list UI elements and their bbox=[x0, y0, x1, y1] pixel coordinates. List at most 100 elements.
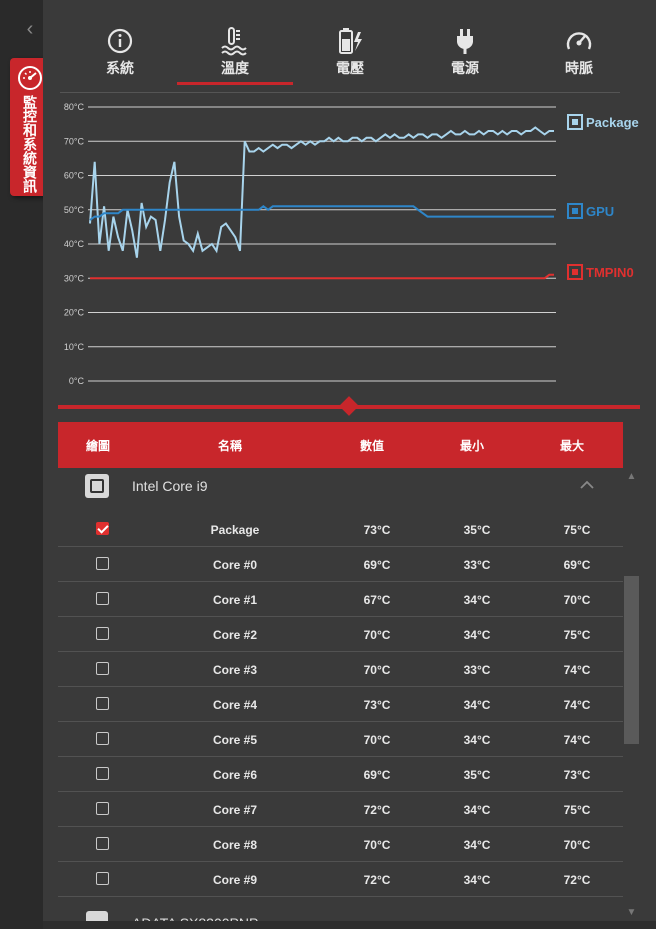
value-cell: 70°C bbox=[363, 663, 391, 677]
chart-y-ticks: 80°C 70°C 60°C 50°C 40°C 30°C 20°C 10°C 0°C bbox=[64, 102, 85, 386]
legend-swatch bbox=[567, 114, 583, 130]
y-tick-label: 40°C bbox=[64, 239, 85, 249]
sensor-name-cell: Core #5 bbox=[212, 733, 258, 747]
y-tick-label: 10°C bbox=[64, 342, 85, 352]
y-tick-label: 30°C bbox=[64, 273, 85, 283]
divider bbox=[60, 92, 620, 93]
table-row[interactable]: Core #1 67°C 34°C 70°C bbox=[58, 582, 623, 617]
min-cell: 34°C bbox=[463, 628, 491, 642]
max-cell: 72°C bbox=[563, 873, 591, 887]
y-tick-label: 20°C bbox=[64, 308, 85, 318]
max-cell: 75°C bbox=[563, 803, 591, 817]
speedometer-icon bbox=[566, 32, 592, 50]
tab-temperature[interactable]: 溫度 bbox=[175, 26, 295, 82]
column-header-plot[interactable]: 繪圖 bbox=[85, 439, 111, 453]
y-tick-label: 0°C bbox=[69, 376, 85, 386]
min-cell: 33°C bbox=[463, 558, 491, 572]
max-cell: 75°C bbox=[563, 523, 591, 537]
value-cell: 72°C bbox=[363, 873, 391, 887]
legend-label: Package bbox=[586, 115, 639, 130]
value-cell: 69°C bbox=[363, 558, 391, 572]
table-row[interactable]: Core #9 72°C 34°C 72°C bbox=[58, 862, 623, 897]
table-row[interactable]: Core #2 70°C 34°C 75°C bbox=[58, 617, 623, 652]
left-sidebar: ‹ 監控和系統資訊 bbox=[0, 0, 50, 929]
sensor-name-cell: Core #1 bbox=[212, 593, 258, 607]
plot-checkbox[interactable] bbox=[96, 732, 109, 745]
table-row[interactable]: Core #4 73°C 34°C 74°C bbox=[58, 687, 623, 722]
plot-checkbox[interactable] bbox=[96, 767, 109, 780]
plot-checkbox[interactable] bbox=[96, 697, 109, 710]
y-tick-label: 50°C bbox=[64, 205, 85, 215]
table-row[interactable]: Package 73°C 35°C 75°C bbox=[58, 512, 623, 547]
chevron-up-icon[interactable] bbox=[578, 476, 596, 494]
legend-swatch bbox=[567, 264, 583, 280]
gauge-icon bbox=[18, 66, 42, 90]
series-line-tmpin0 bbox=[90, 273, 554, 280]
min-cell: 34°C bbox=[463, 838, 491, 852]
sensor-name-cell: Core #4 bbox=[212, 698, 258, 712]
value-cell: 73°C bbox=[363, 523, 391, 537]
info-icon bbox=[107, 28, 133, 54]
legend-swatch bbox=[567, 203, 583, 219]
tab-clock[interactable]: 時脈 bbox=[519, 26, 639, 82]
chart-legend: Package GPU TMPIN0 bbox=[567, 114, 639, 280]
tab-power[interactable]: 電源 bbox=[405, 26, 525, 82]
scrollbar-thumb[interactable] bbox=[624, 576, 639, 744]
tab-label: 電源 bbox=[451, 60, 479, 76]
table-row[interactable]: Core #5 70°C 34°C 74°C bbox=[58, 722, 623, 757]
sensor-name-cell: Core #9 bbox=[212, 873, 258, 887]
battery-icon bbox=[339, 28, 362, 54]
column-header-max[interactable]: 最大 bbox=[559, 439, 585, 453]
plot-checkbox[interactable] bbox=[96, 872, 109, 885]
column-header-name[interactable]: 名稱 bbox=[217, 439, 243, 453]
legend-label: TMPIN0 bbox=[586, 265, 634, 280]
temperature-chart: 80°C 70°C 60°C 50°C 40°C 30°C 20°C 10°C 0°C Pack… bbox=[64, 102, 639, 386]
plot-checkbox[interactable] bbox=[96, 802, 109, 815]
chart-grid bbox=[88, 106, 556, 382]
min-cell: 33°C bbox=[463, 663, 491, 677]
column-header-min[interactable]: 最小 bbox=[459, 439, 485, 453]
plot-checkbox[interactable] bbox=[96, 557, 109, 570]
chevron-left-icon[interactable]: ‹ bbox=[26, 18, 34, 40]
y-tick-label: 70°C bbox=[64, 136, 85, 146]
table-header: 繪圖 名稱 數值 最小 最大 bbox=[58, 422, 623, 468]
min-cell: 34°C bbox=[463, 873, 491, 887]
tab-voltage[interactable]: 電壓 bbox=[290, 26, 410, 82]
table-scrollbar[interactable]: ▲ ▼ bbox=[623, 468, 640, 921]
sensor-group-row[interactable]: Intel Core i9 bbox=[58, 468, 623, 508]
table-row[interactable]: Core #3 70°C 33°C 74°C bbox=[58, 652, 623, 687]
min-cell: 35°C bbox=[463, 768, 491, 782]
table-row[interactable]: Core #0 69°C 33°C 69°C bbox=[58, 547, 623, 582]
max-cell: 74°C bbox=[563, 663, 591, 677]
table-row[interactable]: Core #7 72°C 34°C 75°C bbox=[58, 792, 623, 827]
scroll-down-icon[interactable]: ▼ bbox=[626, 907, 637, 918]
plot-checkbox[interactable] bbox=[96, 662, 109, 675]
table-row[interactable]: Core #8 70°C 34°C 70°C bbox=[58, 827, 623, 862]
sensor-name-cell: Core #7 bbox=[212, 803, 258, 817]
max-cell: 73°C bbox=[563, 768, 591, 782]
value-cell: 70°C bbox=[363, 733, 391, 747]
sensor-name-cell: Core #0 bbox=[212, 558, 258, 572]
value-cell: 69°C bbox=[363, 768, 391, 782]
sensor-name-cell: Package bbox=[210, 523, 260, 537]
plug-icon bbox=[457, 29, 473, 54]
column-header-value[interactable]: 數值 bbox=[359, 439, 385, 453]
tab-label: 溫度 bbox=[221, 60, 249, 76]
sensor-group-name: Intel Core i9 bbox=[132, 478, 208, 494]
max-cell: 69°C bbox=[563, 558, 591, 572]
min-cell: 34°C bbox=[463, 698, 491, 712]
cpu-icon bbox=[85, 474, 109, 498]
y-tick-label: 60°C bbox=[64, 171, 85, 181]
plot-checkbox[interactable] bbox=[96, 522, 109, 535]
chart-series bbox=[89, 126, 554, 280]
legend-label: GPU bbox=[586, 204, 614, 219]
max-cell: 74°C bbox=[563, 698, 591, 712]
table-row[interactable]: Core #6 69°C 35°C 73°C bbox=[58, 757, 623, 792]
tab-system[interactable]: 系統 bbox=[60, 26, 180, 82]
value-cell: 73°C bbox=[363, 698, 391, 712]
plot-checkbox[interactable] bbox=[96, 837, 109, 850]
plot-checkbox[interactable] bbox=[96, 592, 109, 605]
scroll-up-icon[interactable]: ▲ bbox=[626, 471, 637, 482]
value-cell: 72°C bbox=[363, 803, 391, 817]
plot-checkbox[interactable] bbox=[96, 627, 109, 640]
